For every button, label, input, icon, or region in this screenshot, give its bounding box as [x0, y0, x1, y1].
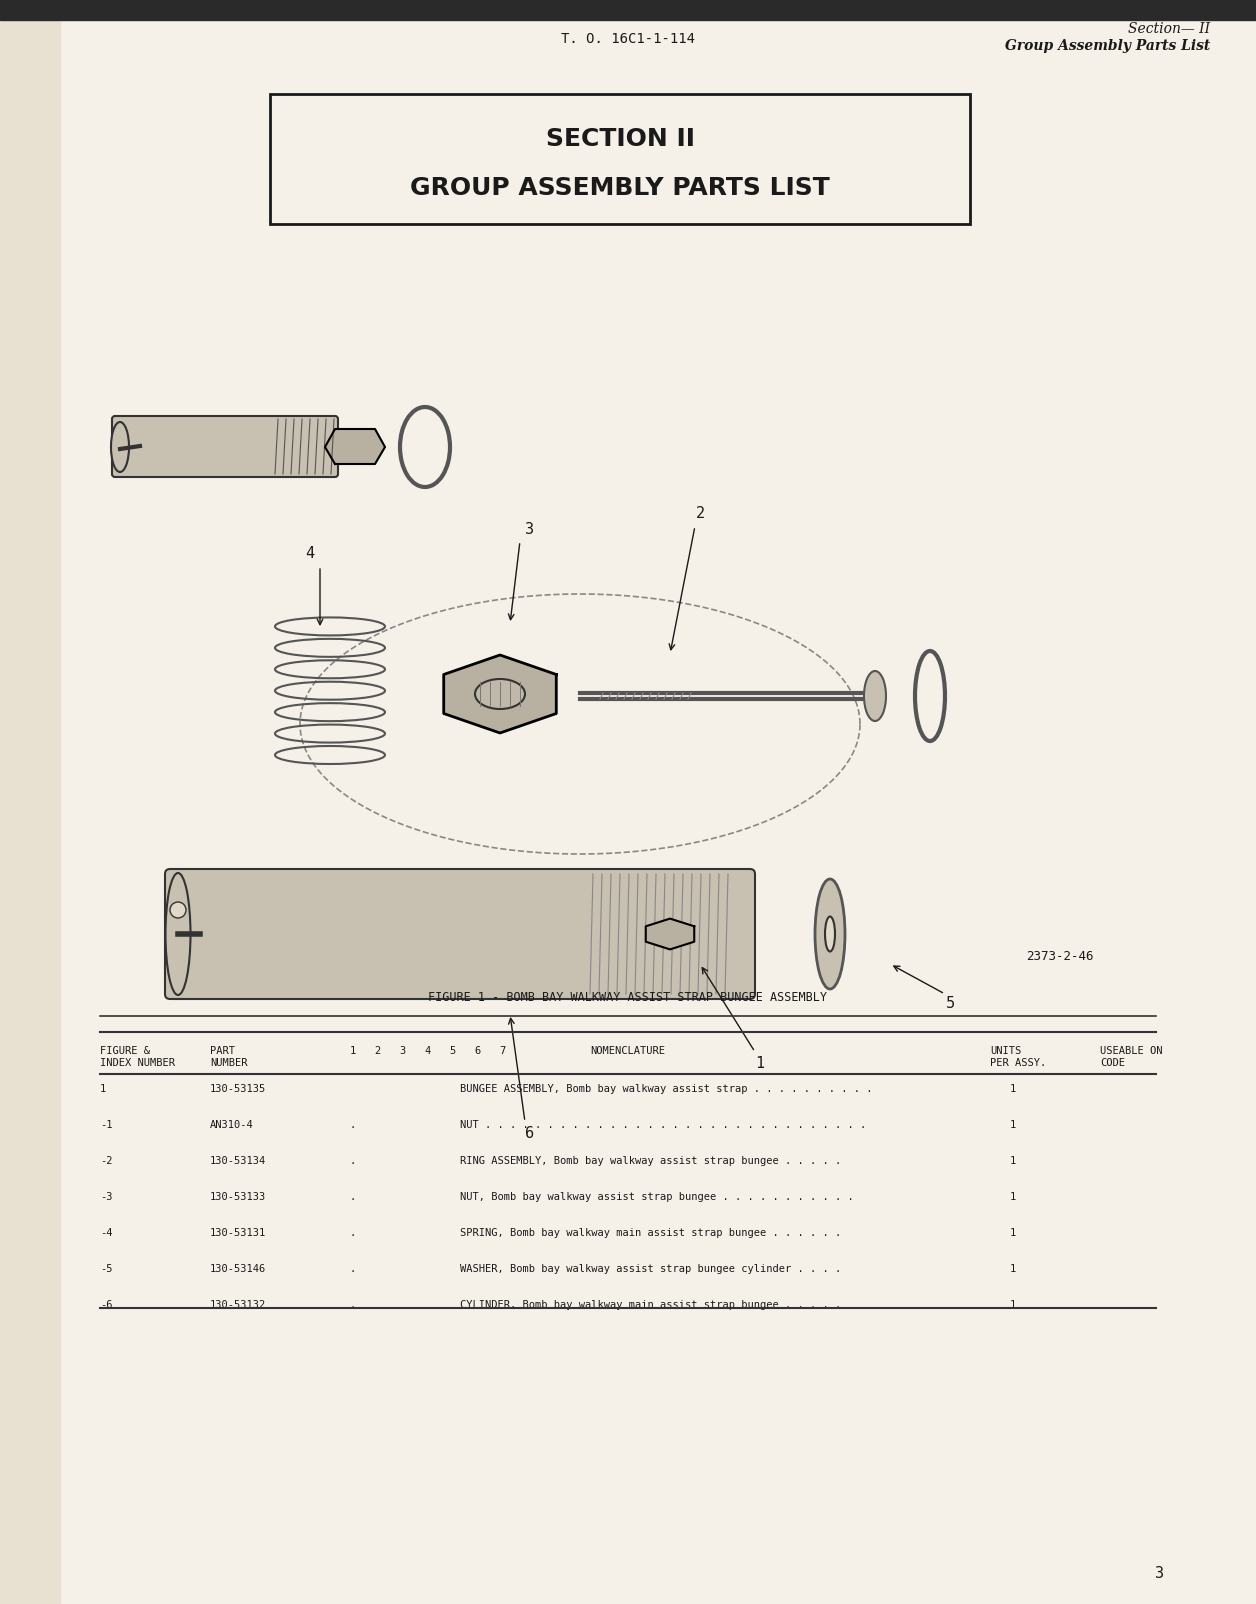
Text: FIGURE &
INDEX NUMBER: FIGURE & INDEX NUMBER [100, 1046, 175, 1068]
Text: 6: 6 [525, 1126, 535, 1142]
Text: 130-53132: 130-53132 [210, 1299, 266, 1310]
Text: 130-53133: 130-53133 [210, 1192, 266, 1201]
Text: 1   2   3   4   5   6   7: 1 2 3 4 5 6 7 [350, 1046, 506, 1055]
Text: UNITS
PER ASSY.: UNITS PER ASSY. [990, 1046, 1046, 1068]
Bar [0, 0, 1256, 19]
Text: 1: 1 [1010, 1229, 1016, 1238]
Bar [0, 0, 60, 1604]
Text: 130-53146: 130-53146 [210, 1264, 266, 1274]
Text: -6: -6 [100, 1299, 113, 1310]
Polygon shape [646, 919, 695, 950]
Ellipse shape [815, 879, 845, 990]
Text: SPRING, Bomb bay walkway main assist strap bungee . . . . . .: SPRING, Bomb bay walkway main assist str… [460, 1229, 842, 1238]
Text: BUNGEE ASSEMBLY, Bomb bay walkway assist strap . . . . . . . . . .: BUNGEE ASSEMBLY, Bomb bay walkway assist… [460, 1084, 873, 1094]
Text: GROUP ASSEMBLY PARTS LIST: GROUP ASSEMBLY PARTS LIST [411, 175, 830, 199]
Ellipse shape [825, 916, 835, 951]
Text: .: . [350, 1120, 357, 1129]
Text: 1: 1 [1010, 1156, 1016, 1166]
Text: 5: 5 [946, 996, 955, 1012]
Circle shape [170, 901, 186, 917]
Text: .: . [350, 1264, 357, 1274]
Ellipse shape [475, 678, 525, 709]
Text: 1: 1 [100, 1084, 107, 1094]
Text: .: . [350, 1192, 357, 1201]
FancyBboxPatch shape [112, 415, 338, 476]
Text: T. O. 16C1-1-114: T. O. 16C1-1-114 [561, 32, 695, 47]
Text: 3: 3 [1156, 1567, 1164, 1582]
Ellipse shape [864, 670, 885, 722]
Text: 1: 1 [1010, 1120, 1016, 1129]
Text: 1: 1 [1010, 1192, 1016, 1201]
Polygon shape [325, 428, 386, 464]
FancyBboxPatch shape [270, 95, 970, 225]
Text: .: . [350, 1156, 357, 1166]
Text: 1: 1 [1010, 1299, 1016, 1310]
Text: 3: 3 [525, 521, 535, 536]
Text: AN310-4: AN310-4 [210, 1120, 254, 1129]
Text: -5: -5 [100, 1264, 113, 1274]
Text: SECTION II: SECTION II [545, 127, 695, 151]
Text: -4: -4 [100, 1229, 113, 1238]
Polygon shape [443, 654, 556, 733]
Text: PART
NUMBER: PART NUMBER [210, 1046, 247, 1068]
Text: Group Assembly Parts List: Group Assembly Parts List [1005, 38, 1210, 53]
Text: .: . [350, 1229, 357, 1238]
Text: 130-53135: 130-53135 [210, 1084, 266, 1094]
Text: -3: -3 [100, 1192, 113, 1201]
Text: RING ASSEMBLY, Bomb bay walkway assist strap bungee . . . . .: RING ASSEMBLY, Bomb bay walkway assist s… [460, 1156, 842, 1166]
Text: -2: -2 [100, 1156, 113, 1166]
Text: 2373-2-46: 2373-2-46 [1026, 950, 1094, 962]
FancyBboxPatch shape [165, 869, 755, 999]
Text: 1: 1 [755, 1057, 765, 1071]
Text: Section— II: Section— II [1128, 22, 1210, 35]
Text: 2: 2 [696, 507, 705, 521]
Ellipse shape [111, 422, 129, 472]
Text: 1: 1 [1010, 1264, 1016, 1274]
Text: NOMENCLATURE: NOMENCLATURE [590, 1046, 664, 1055]
Text: NUT . . . . . . . . . . . . . . . . . . . . . . . . . . . . . . .: NUT . . . . . . . . . . . . . . . . . . … [460, 1120, 867, 1129]
Text: 4: 4 [305, 547, 314, 561]
Ellipse shape [166, 873, 191, 994]
Text: NUT, Bomb bay walkway assist strap bungee . . . . . . . . . . .: NUT, Bomb bay walkway assist strap bunge… [460, 1192, 854, 1201]
Text: USEABLE ON
CODE: USEABLE ON CODE [1100, 1046, 1163, 1068]
Text: 1: 1 [1010, 1084, 1016, 1094]
Text: CYLINDER, Bomb bay walkway main assist strap bungee . . . . .: CYLINDER, Bomb bay walkway main assist s… [460, 1299, 842, 1310]
Text: 130-53134: 130-53134 [210, 1156, 266, 1166]
Text: FIGURE 1 - BOMB BAY WALKWAY ASSIST STRAP BUNGEE ASSEMBLY: FIGURE 1 - BOMB BAY WALKWAY ASSIST STRAP… [428, 991, 828, 1004]
Text: WASHER, Bomb bay walkway assist strap bungee cylinder . . . .: WASHER, Bomb bay walkway assist strap bu… [460, 1264, 842, 1274]
Text: .: . [350, 1299, 357, 1310]
Text: -1: -1 [100, 1120, 113, 1129]
Text: 130-53131: 130-53131 [210, 1229, 266, 1238]
